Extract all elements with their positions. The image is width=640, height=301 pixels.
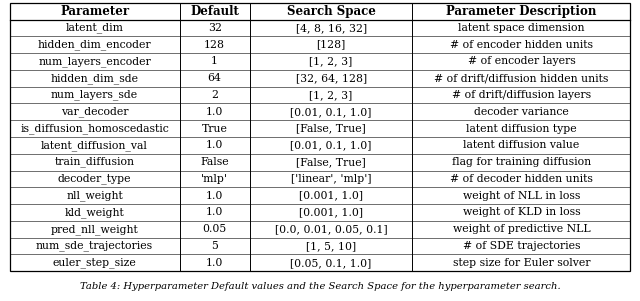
Text: 1.0: 1.0	[206, 107, 223, 117]
Text: 1.0: 1.0	[206, 191, 223, 201]
Text: 1.0: 1.0	[206, 140, 223, 150]
Text: is_diffusion_homoscedastic: is_diffusion_homoscedastic	[20, 123, 169, 134]
Text: hidden_dim_sde: hidden_dim_sde	[51, 73, 139, 84]
Text: decoder variance: decoder variance	[474, 107, 569, 117]
Text: 128: 128	[204, 40, 225, 50]
Text: 0.05: 0.05	[203, 224, 227, 234]
Text: [0.0, 0.01, 0.05, 0.1]: [0.0, 0.01, 0.05, 0.1]	[275, 224, 387, 234]
Text: 'mlp': 'mlp'	[201, 174, 228, 184]
Text: hidden_dim_encoder: hidden_dim_encoder	[38, 39, 152, 50]
Text: ['linear', 'mlp']: ['linear', 'mlp']	[291, 174, 371, 184]
Text: [4, 8, 16, 32]: [4, 8, 16, 32]	[296, 23, 367, 33]
Text: [False, True]: [False, True]	[296, 157, 366, 167]
Text: 32: 32	[208, 23, 221, 33]
Text: 1.0: 1.0	[206, 207, 223, 217]
Text: Search Space: Search Space	[287, 5, 376, 18]
Text: Parameter Description: Parameter Description	[446, 5, 596, 18]
Text: 64: 64	[208, 73, 221, 83]
Text: pred_nll_weight: pred_nll_weight	[51, 224, 138, 234]
Text: weight of KLD in loss: weight of KLD in loss	[463, 207, 580, 217]
Text: latent diffusion type: latent diffusion type	[466, 124, 577, 134]
Text: var_decoder: var_decoder	[61, 107, 129, 117]
Text: 2: 2	[211, 90, 218, 100]
Text: # of decoder hidden units: # of decoder hidden units	[450, 174, 593, 184]
Text: Parameter: Parameter	[60, 5, 129, 18]
Text: num_layers_sde: num_layers_sde	[51, 90, 138, 100]
Text: 1.0: 1.0	[206, 258, 223, 268]
Text: num_layers_encoder: num_layers_encoder	[38, 56, 151, 67]
Text: [0.01, 0.1, 1.0]: [0.01, 0.1, 1.0]	[291, 140, 372, 150]
Text: num_sde_trajectories: num_sde_trajectories	[36, 240, 153, 251]
Text: weight of predictive NLL: weight of predictive NLL	[452, 224, 590, 234]
Text: # of SDE trajectories: # of SDE trajectories	[463, 241, 580, 251]
Text: [1, 2, 3]: [1, 2, 3]	[310, 90, 353, 100]
Text: [0.001, 1.0]: [0.001, 1.0]	[299, 191, 363, 201]
Text: [1, 2, 3]: [1, 2, 3]	[310, 57, 353, 67]
Text: latent_diffusion_val: latent_diffusion_val	[41, 140, 148, 151]
Text: Table 4: Hyperparameter Default values and the Search Space for the hyperparamet: Table 4: Hyperparameter Default values a…	[80, 282, 560, 290]
Text: True: True	[202, 124, 228, 134]
Text: [0.05, 0.1, 1.0]: [0.05, 0.1, 1.0]	[291, 258, 372, 268]
Text: weight of NLL in loss: weight of NLL in loss	[463, 191, 580, 201]
Text: False: False	[200, 157, 229, 167]
Text: train_diffusion: train_diffusion	[54, 157, 134, 167]
Text: # of drift/diffusion hidden units: # of drift/diffusion hidden units	[434, 73, 609, 83]
Text: latent_dim: latent_dim	[66, 23, 124, 33]
Text: 1: 1	[211, 57, 218, 67]
Text: [32, 64, 128]: [32, 64, 128]	[296, 73, 367, 83]
Text: kld_weight: kld_weight	[65, 207, 124, 218]
Text: Default: Default	[190, 5, 239, 18]
Text: euler_step_size: euler_step_size	[52, 257, 136, 268]
Text: 5: 5	[211, 241, 218, 251]
Text: [128]: [128]	[316, 40, 346, 50]
Text: [False, True]: [False, True]	[296, 124, 366, 134]
Text: # of encoder hidden units: # of encoder hidden units	[450, 40, 593, 50]
Text: [0.01, 0.1, 1.0]: [0.01, 0.1, 1.0]	[291, 107, 372, 117]
Text: [1, 5, 10]: [1, 5, 10]	[306, 241, 356, 251]
Text: # of encoder layers: # of encoder layers	[467, 57, 575, 67]
Text: [0.001, 1.0]: [0.001, 1.0]	[299, 207, 363, 217]
Text: latent space dimension: latent space dimension	[458, 23, 585, 33]
Text: flag for training diffusion: flag for training diffusion	[452, 157, 591, 167]
Text: decoder_type: decoder_type	[58, 174, 131, 184]
Text: # of drift/diffusion layers: # of drift/diffusion layers	[452, 90, 591, 100]
Text: nll_weight: nll_weight	[66, 190, 123, 201]
Text: step size for Euler solver: step size for Euler solver	[452, 258, 590, 268]
Text: latent diffusion value: latent diffusion value	[463, 140, 579, 150]
